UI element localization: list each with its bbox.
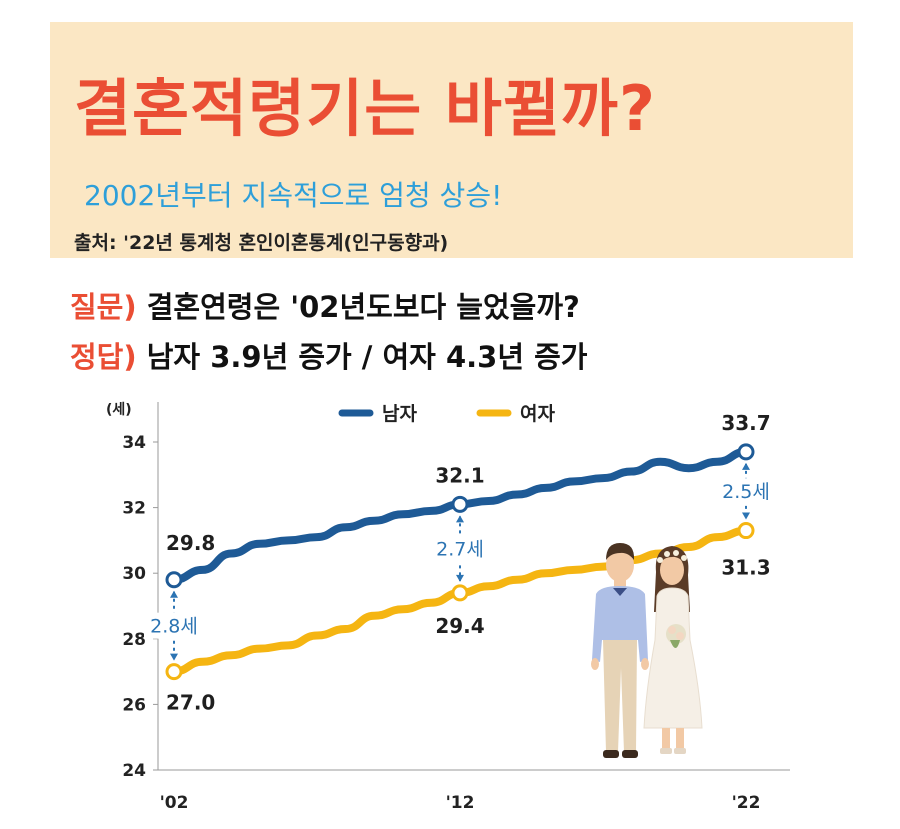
banner-subtitle: 2002년부터 지속적으로 엄청 상승! — [84, 179, 503, 212]
male-value-label: 33.7 — [721, 411, 770, 435]
female-marker-point — [165, 663, 183, 681]
x-tick-label: '12 — [446, 793, 475, 813]
y-tick-label: 24 — [122, 761, 146, 781]
bride-figure — [643, 546, 703, 754]
y-tick-label: 34 — [122, 433, 146, 453]
gap-arrow-head — [456, 574, 464, 582]
answer-tag: 정답) — [70, 340, 137, 374]
marker-points — [165, 443, 755, 681]
gap-label-background — [144, 612, 204, 639]
female-value-label: 27.0 — [166, 691, 215, 715]
gap-arrow-head — [456, 515, 464, 523]
female-marker-point — [451, 584, 469, 602]
value-labels: 29.8 27.0 32.1 29.4 33.7 31.3 — [166, 411, 771, 715]
answer-line: 정답) 남자 3.9년 증가 / 여자 4.3년 증가 — [70, 334, 587, 376]
gap-label: 2.5세 — [722, 481, 770, 503]
legend: 남자 여자 — [338, 403, 555, 425]
y-tick-label: 26 — [122, 695, 146, 715]
banner-title: 결혼적령기는 바뀔까? — [74, 72, 656, 145]
legend-label: 여자 — [520, 403, 555, 425]
male-value-label: 29.8 — [166, 531, 215, 555]
groom-figure — [591, 543, 649, 758]
gap-arrow-head — [742, 512, 750, 520]
wedding-couple-illustration — [591, 543, 703, 758]
gap-arrow-head — [170, 590, 178, 598]
y-axis-unit: (세) — [106, 402, 132, 418]
question-tag: 질문) — [70, 290, 137, 324]
answer-text: 남자 3.9년 증가 / 여자 4.3년 증가 — [146, 340, 588, 374]
female-marker-point — [737, 522, 755, 540]
y-tick-label: 32 — [122, 499, 146, 519]
male-marker-point — [451, 495, 469, 513]
gap-arrow-head — [742, 462, 750, 470]
source-note: 출처: '22년 통계청 혼인이혼통계(인구동향과) — [74, 232, 449, 254]
gap-label-background — [430, 535, 490, 562]
legend-label: 남자 — [382, 403, 417, 425]
question-line: 질문) 결혼연령은 '02년도보다 늘었을까? — [70, 284, 580, 326]
y-tick-label: 30 — [122, 564, 146, 584]
axes: (세) 24 26 28 30 32 34 '02 '12 '22 — [106, 402, 790, 813]
female-value-label: 31.3 — [721, 556, 770, 580]
gap-arrow-head — [170, 653, 178, 661]
male-value-label: 32.1 — [435, 463, 484, 487]
gap-label: 2.7세 — [436, 539, 484, 561]
gap-label-background — [716, 478, 776, 505]
gap-label: 2.8세 — [150, 616, 198, 638]
x-tick-label: '22 — [732, 793, 761, 813]
header-banner: 결혼적령기는 바뀔까? 2002년부터 지속적으로 엄청 상승! 출처: '22… — [50, 22, 853, 258]
male-marker-point — [737, 443, 755, 461]
gap-annotations: 2.8세 2.7세 2.5세 — [144, 462, 776, 661]
female-value-label: 29.4 — [435, 614, 484, 638]
y-tick-label: 28 — [122, 630, 146, 650]
question-text: 결혼연령은 '02년도보다 늘었을까? — [146, 290, 580, 324]
x-tick-label: '02 — [160, 793, 189, 813]
male-marker-point — [165, 571, 183, 589]
